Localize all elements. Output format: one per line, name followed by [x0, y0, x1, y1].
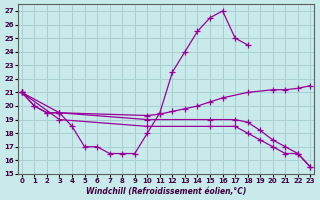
X-axis label: Windchill (Refroidissement éolien,°C): Windchill (Refroidissement éolien,°C): [86, 187, 246, 196]
